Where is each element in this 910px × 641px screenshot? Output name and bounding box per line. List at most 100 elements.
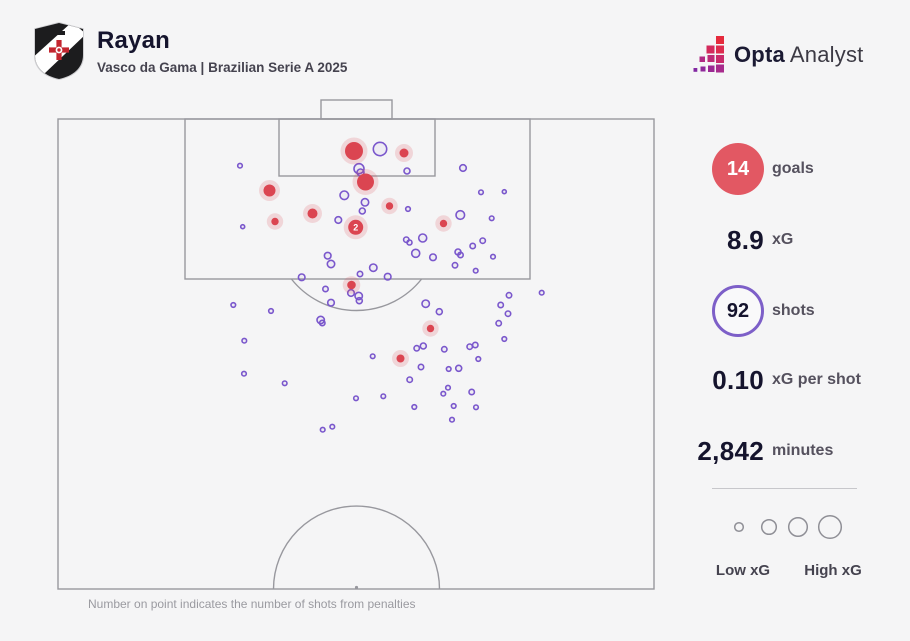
- penalty-count-label: 2: [353, 223, 358, 233]
- goals-badge: 14: [712, 143, 764, 195]
- goal-point: [307, 208, 318, 219]
- shot-point: [352, 395, 360, 402]
- shot-point: [380, 393, 387, 400]
- shot-point: [318, 319, 326, 327]
- shot-point: [419, 342, 428, 350]
- stat-row-minutes: 2,842 minutes: [0, 425, 910, 477]
- legend-dot-medium: [760, 518, 778, 536]
- shot-point: [475, 355, 482, 363]
- shot-point: [538, 289, 545, 296]
- shot-point: [230, 301, 237, 309]
- center-spot: [354, 585, 359, 590]
- shots-layer: 2: [230, 137, 545, 433]
- shot-point: [346, 288, 356, 298]
- shot-point: [472, 404, 480, 411]
- shot-point: [466, 343, 474, 351]
- shot-point: [450, 402, 457, 410]
- stats-divider: [712, 488, 857, 489]
- brand-wordmark: Opta Analyst: [734, 42, 863, 68]
- club-crest-vasco-logo: [34, 22, 84, 80]
- shot-point: [421, 299, 431, 309]
- center-circle: [272, 505, 441, 590]
- shot-point: [440, 345, 448, 353]
- goal-point: [439, 219, 448, 228]
- shot-point: [297, 273, 306, 282]
- goal-point: [396, 354, 405, 363]
- shot-point: [451, 261, 459, 269]
- minutes-value: 2,842: [697, 436, 764, 466]
- shot-point: [448, 416, 456, 423]
- legend-dot-small: [733, 521, 745, 533]
- shot-point: [281, 380, 288, 387]
- shot-point: [456, 251, 464, 259]
- shot-point: [413, 344, 421, 352]
- shot-point: [479, 237, 487, 245]
- xg-value: 8.9: [726, 225, 764, 255]
- shot-point: [358, 207, 367, 215]
- shot-point: [454, 364, 463, 373]
- xg-per-shot-value: 0.10: [712, 365, 764, 395]
- shot-point: [444, 384, 452, 391]
- goals-value: 14: [726, 157, 750, 180]
- goals-label: goals: [772, 160, 814, 177]
- goal-point: [347, 280, 356, 290]
- xg-label: xG: [772, 231, 794, 248]
- shot-point: [240, 370, 248, 377]
- stat-row-shots: 92 shots: [0, 285, 910, 337]
- opta-analyst-logo: Opta Analyst: [689, 36, 863, 74]
- shot-point: [435, 307, 444, 316]
- goal-point: [357, 173, 374, 191]
- shot-point: [501, 335, 508, 343]
- shot-point: [267, 307, 275, 315]
- stat-row-xg-per-shot: 0.10 xG per shot: [0, 354, 910, 406]
- goal-frame: [320, 99, 393, 120]
- page-subtitle: Vasco da Gama | Brazilian Serie A 2025: [97, 60, 348, 75]
- shot-point: [383, 272, 392, 281]
- goal-point: [271, 217, 279, 226]
- shot-point: [321, 285, 329, 293]
- goal-point: [345, 142, 363, 160]
- shot-point: [428, 253, 438, 262]
- shot-point: [326, 259, 336, 269]
- xg-size-legend: [733, 514, 843, 540]
- footnote: Number on point indicates the number of …: [88, 597, 416, 611]
- shot-point: [329, 423, 336, 430]
- shots-value: 92: [726, 299, 750, 322]
- legend-dot-xlarge: [817, 514, 843, 540]
- minutes-label: minutes: [772, 442, 834, 459]
- shot-point: [406, 376, 414, 384]
- brand-opta: Opta: [734, 42, 785, 67]
- page-title: Rayan: [97, 27, 171, 54]
- shot-point: [458, 163, 468, 173]
- brand-analyst: Analyst: [789, 42, 864, 67]
- xg-per-shot-label: xG per shot: [772, 371, 861, 388]
- shot-point: [477, 189, 485, 196]
- penalty-goal-point: [348, 219, 364, 235]
- pitch-lines: [57, 99, 655, 590]
- legend-low-label: Low xG: [715, 562, 771, 579]
- shot-point: [360, 197, 370, 207]
- shot-point: [404, 205, 412, 213]
- shot-point: [368, 263, 378, 273]
- shot-point: [239, 223, 246, 230]
- shot-point: [488, 215, 495, 222]
- shot-point: [505, 291, 513, 299]
- shot-point: [323, 251, 332, 260]
- penalty-arc: [290, 278, 423, 312]
- shot-point: [356, 270, 364, 278]
- stat-row-goals: 14 goals: [0, 143, 910, 195]
- shot-point: [504, 310, 512, 318]
- goal-point: [385, 202, 394, 210]
- shot-point: [455, 209, 466, 221]
- shot-point: [440, 390, 447, 397]
- shot-point: [319, 426, 326, 433]
- legend-dot-large: [787, 516, 809, 538]
- shot-point: [410, 248, 421, 259]
- shot-point: [495, 319, 503, 327]
- shot-point: [403, 167, 411, 175]
- goal-point: [426, 324, 435, 333]
- shot-point: [406, 239, 413, 246]
- shot-point: [417, 233, 428, 243]
- shot-point: [334, 215, 343, 225]
